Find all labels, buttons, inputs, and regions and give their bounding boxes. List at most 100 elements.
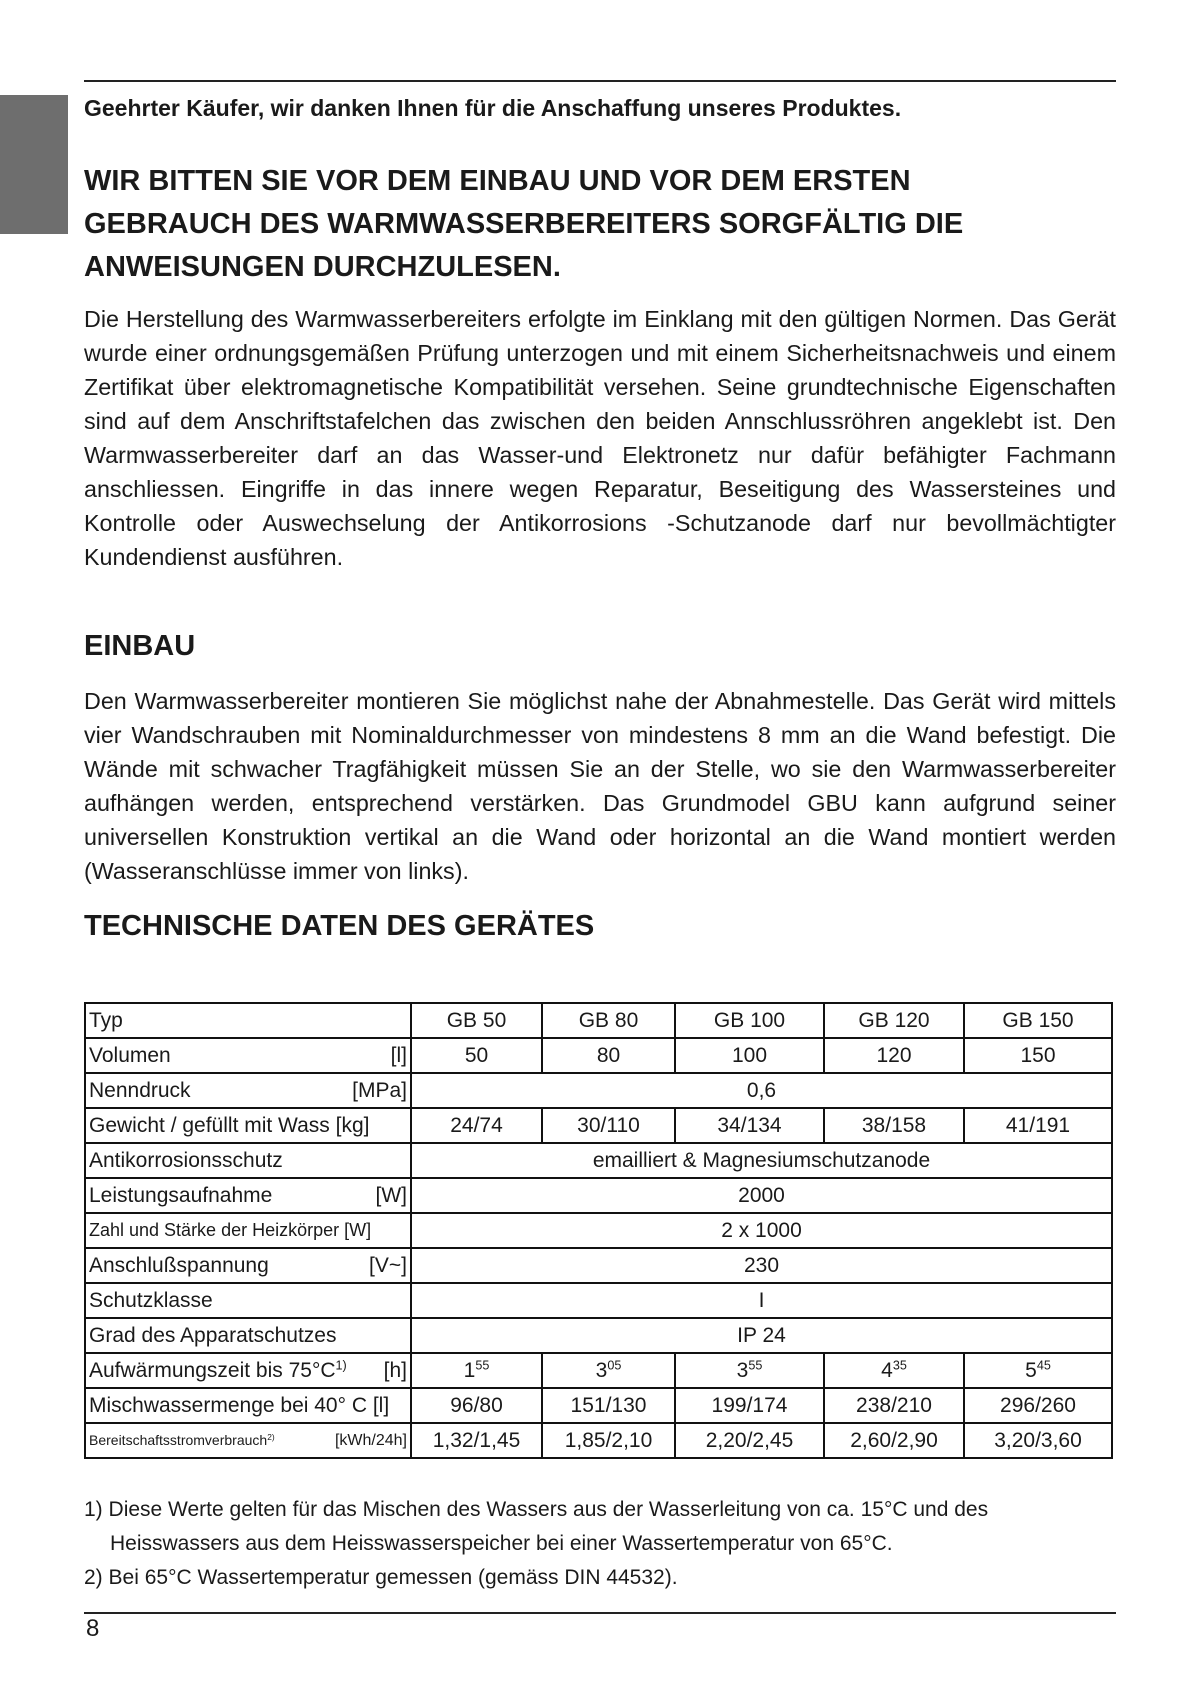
table-cell: 296/260 — [963, 1387, 1113, 1424]
table-cell: 120 — [823, 1037, 965, 1074]
label-text: Anschlußspannung — [89, 1253, 269, 1277]
cell-base: 4 — [881, 1358, 893, 1382]
spec-table: Typ GB 50 GB 80 GB 100 GB 120 GB 150 [l] Volume… — [84, 1002, 1113, 1459]
label-text: Typ — [89, 1008, 123, 1032]
label-text: Schutzklasse — [89, 1288, 213, 1312]
table-cell: 150 — [963, 1037, 1113, 1074]
top-rule — [84, 80, 1116, 82]
table-cell: 545 — [963, 1352, 1113, 1389]
table-cell: 230 — [410, 1247, 1113, 1284]
table-row: Antikorrosionsschutz emailliert & Magnesi… — [84, 1142, 1113, 1179]
table-row: [kWh/24h] Bereitschaftsstromverbrauch2) 1,… — [84, 1422, 1113, 1459]
label-text: Grad des Apparatschutzes — [89, 1323, 337, 1347]
cell-base: 1 — [463, 1358, 476, 1382]
table-row: Mischwassermenge bei 40° C [l] 96/80 151/1… — [84, 1387, 1113, 1424]
row-label: Gewicht / gefüllt mit Wass [kg] — [84, 1107, 412, 1144]
cell-sup: 45 — [1036, 1357, 1051, 1372]
footnote: 2) Bei 65°C Wassertemperatur gemessen (g… — [84, 1561, 1110, 1595]
table-cell: 2,20/2,45 — [674, 1422, 825, 1459]
footnote-marker: 2) — [84, 1566, 103, 1589]
table-cell: 2 x 1000 — [410, 1212, 1113, 1249]
installation-text: Den Warmwasserbereiter montieren Sie mög… — [84, 688, 1116, 884]
table-cell: 100 — [674, 1037, 825, 1074]
table-row: [h] Aufwärmungszeit bis 75°C1) 155 305 355 43… — [84, 1352, 1113, 1389]
language-tab: D — [0, 95, 68, 268]
table-cell: 199/174 — [674, 1387, 825, 1424]
table-cell: 34/134 — [674, 1107, 825, 1144]
heading: WIR BITTEN SIE VOR DEM EINBAU UND VOR DE… — [84, 165, 964, 283]
table-row: Typ GB 50 GB 80 GB 100 GB 120 GB 150 — [84, 1002, 1113, 1039]
table-cell: 2,60/2,90 — [823, 1422, 965, 1459]
row-label: [h] Aufwärmungszeit bis 75°C1) — [84, 1352, 412, 1389]
table-row: [V~] Anschlußspannung 230 — [84, 1247, 1113, 1284]
table-cell: 1,32/1,45 — [410, 1422, 543, 1459]
table-row: Gewicht / gefüllt mit Wass [kg] 24/74 30/1… — [84, 1107, 1113, 1144]
row-label: [MPa] Nenndruck — [84, 1072, 412, 1109]
row-label: Mischwassermenge bei 40° C [l] — [84, 1387, 412, 1424]
greeting: Geehrter Käufer, wir danken Ihnen für di… — [84, 95, 902, 121]
label-text: Aufwärmungszeit bis 75°C — [89, 1358, 336, 1382]
section-title: TECHNISCHE DATEN DES GERÄTES — [84, 910, 595, 942]
tab-label: D — [22, 255, 42, 268]
cell-base: 3 — [595, 1358, 608, 1382]
label-text: Bereitschaftsstromverbrauch — [89, 1431, 268, 1448]
table-cell: IP 24 — [410, 1317, 1113, 1354]
unit: [W] — [375, 1183, 408, 1207]
table-row: [W] Leistungsaufnahme 2000 — [84, 1177, 1113, 1214]
label-text: Leistungsaufnahme — [89, 1183, 273, 1207]
footnote-marker: 1) — [84, 1498, 103, 1521]
unit: [l] — [390, 1043, 407, 1067]
table-row: Grad des Apparatschutzes IP 24 — [84, 1317, 1113, 1354]
cell-sup: 55 — [475, 1357, 490, 1372]
table-cell: 2000 — [410, 1177, 1113, 1214]
page-number: 8 — [86, 1615, 100, 1642]
table-cell: emailliert & Magnesiumschutzanode — [410, 1142, 1113, 1179]
label-text: Gewicht / gefüllt mit Wass [kg] — [89, 1113, 370, 1137]
table-cell: GB 50 — [410, 1002, 543, 1039]
intro-text: Die Herstellung des Warmwasserbereiters … — [84, 306, 1116, 570]
table-cell: 305 — [541, 1352, 676, 1389]
table-cell: 30/110 — [541, 1107, 676, 1144]
table-cell: 50 — [410, 1037, 543, 1074]
table-cell: 0,6 — [410, 1072, 1113, 1109]
row-label: Antikorrosionsschutz — [84, 1142, 412, 1179]
table-cell: 151/130 — [541, 1387, 676, 1424]
label-text: Zahl und Stärke der Heizkörper [W] — [89, 1220, 372, 1240]
footnote-text: Bei 65°C Wassertemperatur gemessen (gemä… — [108, 1566, 678, 1589]
table-row: Zahl und Stärke der Heizkörper [W] 2 x 10… — [84, 1212, 1113, 1249]
footnote-text: Diese Werte gelten für das Mischen des W… — [108, 1498, 989, 1555]
unit: [MPa] — [352, 1078, 407, 1102]
section-title: EINBAU — [84, 630, 196, 662]
cell-sup: 55 — [748, 1357, 763, 1372]
bottom-rule — [84, 1612, 1116, 1614]
cell-base: 3 — [736, 1358, 749, 1382]
row-label: [W] Leistungsaufnahme — [84, 1177, 412, 1214]
row-label: [V~] Anschlußspannung — [84, 1247, 412, 1284]
row-label: Zahl und Stärke der Heizkörper [W] — [84, 1212, 412, 1249]
row-label: Typ — [84, 1002, 412, 1039]
table-cell: 155 — [410, 1352, 543, 1389]
table-row: Schutzklasse I — [84, 1282, 1113, 1319]
table-cell: GB 120 — [823, 1002, 965, 1039]
table-cell: 24/74 — [410, 1107, 543, 1144]
footnote-ref: 2) — [267, 1431, 275, 1442]
table-cell: 96/80 — [410, 1387, 543, 1424]
table-cell: GB 100 — [674, 1002, 825, 1039]
table-cell: 38/158 — [823, 1107, 965, 1144]
row-label: Grad des Apparatschutzes — [84, 1317, 412, 1354]
unit: [V~] — [369, 1253, 407, 1277]
label-text: Antikorrosionsschutz — [89, 1148, 283, 1172]
table-cell: I — [410, 1282, 1113, 1319]
footnote-ref: 1) — [335, 1357, 347, 1372]
row-label: [kWh/24h] Bereitschaftsstromverbrauch2) — [84, 1422, 412, 1459]
table-cell: 41/191 — [963, 1107, 1113, 1144]
label-text: Mischwassermenge bei 40° C [l] — [89, 1393, 390, 1417]
cell-sup: 05 — [607, 1357, 622, 1372]
table-cell: 355 — [674, 1352, 825, 1389]
table-row: [MPa] Nenndruck 0,6 — [84, 1072, 1113, 1109]
unit: [kWh/24h] — [334, 1431, 407, 1449]
row-label: [l] Volumen — [84, 1037, 412, 1074]
unit: [h] — [383, 1358, 407, 1382]
table-cell: GB 150 — [963, 1002, 1113, 1039]
